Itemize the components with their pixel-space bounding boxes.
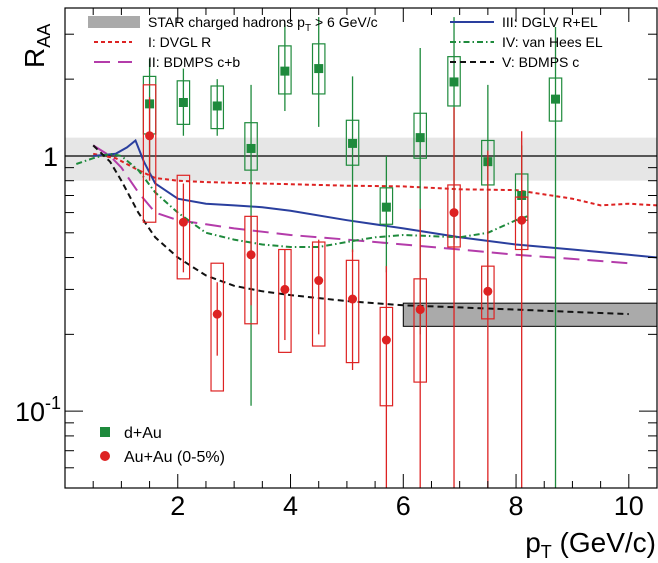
dau-sys-box	[176, 80, 191, 125]
legend-label: I: DVGL R	[148, 34, 211, 50]
auau-point	[415, 305, 425, 315]
legend-models: STAR charged hadrons pT > 6 GeV/c III: DG…	[88, 14, 603, 70]
y-tick-label: 10-1	[15, 393, 61, 427]
x-tick-label: 4	[283, 491, 298, 521]
auau-point	[483, 286, 493, 296]
auau-point	[212, 309, 222, 319]
auau-sys-box	[413, 278, 428, 383]
auau-point	[314, 276, 324, 286]
model-curve-4	[75, 152, 528, 248]
auau-sys-box	[311, 241, 326, 347]
model-curve-2	[92, 144, 629, 265]
y-tick-base: 10	[15, 397, 45, 427]
legend-label: STAR charged hadrons pT > 6 GeV/c	[148, 14, 378, 34]
legend-data-label: d+Au	[124, 425, 162, 442]
y-axis-label-main: R	[19, 48, 50, 68]
dau-sys-box	[278, 45, 292, 95]
dau-point	[178, 97, 188, 107]
legend-label: II: BDMPS c+b	[148, 54, 240, 70]
dau-sys-box	[413, 112, 428, 159]
auau-sys-box	[210, 262, 225, 392]
auau-sys-box	[278, 248, 292, 353]
model-curve-1	[93, 152, 658, 207]
dau-sys-box	[548, 77, 563, 122]
x-axis-label-sub: T	[541, 542, 552, 562]
legend-band-swatch	[88, 16, 140, 28]
legend-label: V: BDMPS c	[502, 54, 579, 70]
auau-sys-box	[379, 306, 394, 407]
dau-sys-box	[345, 119, 360, 166]
x-axis-label: pT (GeV/c)	[525, 527, 656, 562]
dau-sys-box	[244, 122, 258, 171]
auau-sys-box	[345, 259, 360, 364]
legend-label: IV: van Hees EL	[502, 34, 603, 50]
y-tick-exponent: -1	[45, 393, 61, 413]
legend-data: d+Au Au+Au (0-5%)	[100, 425, 225, 466]
dau-point	[212, 101, 222, 111]
dau-point	[551, 94, 561, 104]
y-tick-base: 1	[43, 142, 58, 172]
x-tick-label: 8	[509, 491, 524, 521]
auau-point	[449, 208, 459, 218]
dau-point	[381, 202, 391, 212]
y-axis-label: RAA	[19, 24, 54, 68]
auau-point	[381, 335, 391, 345]
legend-marker-circle	[100, 451, 110, 461]
normalization-band	[65, 137, 657, 181]
auau-sys-box	[244, 215, 258, 325]
x-tick-label: 6	[396, 491, 411, 521]
x-axis-label-main: p	[525, 527, 541, 558]
dau-point	[449, 77, 459, 87]
x-tick-label: 2	[170, 491, 185, 521]
legend-data-label: Au+Au (0-5%)	[124, 449, 225, 466]
auau-point	[348, 294, 358, 304]
auau-point	[517, 215, 527, 225]
dau-point	[246, 143, 256, 153]
auau-point	[246, 250, 256, 260]
dau-point	[314, 64, 324, 74]
auau-sys-box	[514, 196, 529, 251]
dau-sys-box	[379, 187, 394, 225]
plot-frame	[64, 7, 658, 489]
dau-point	[415, 133, 425, 143]
auau-point	[178, 217, 188, 227]
dau-sys-box	[210, 85, 225, 130]
auau-point	[145, 131, 155, 141]
dau-sys-box	[447, 56, 461, 107]
auau-point	[280, 284, 290, 294]
auau-sys-box	[176, 174, 191, 280]
y-tick-label: 1	[43, 142, 58, 172]
dau-point	[280, 66, 290, 76]
model-curve-3	[93, 138, 658, 259]
dau-sys-box	[311, 43, 326, 95]
legend-label: III: DGLV R+EL	[502, 14, 598, 30]
x-axis-label-rest: (GeV/c)	[552, 527, 656, 558]
y-axis-label-sub: AA	[34, 24, 54, 48]
auau-sys-box	[447, 184, 461, 248]
auau-sys-box	[481, 265, 495, 320]
x-tick-label: 10	[614, 491, 644, 521]
dau-point	[348, 138, 358, 148]
legend-marker-square	[100, 427, 110, 437]
auau-sys-box	[142, 84, 157, 223]
